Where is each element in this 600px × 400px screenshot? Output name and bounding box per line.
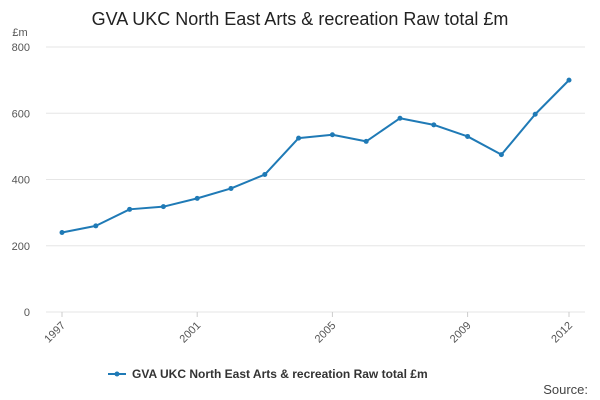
legend-label: GVA UKC North East Arts & recreation Raw… (132, 367, 428, 381)
data-point-2003[interactable] (262, 172, 268, 178)
data-point-2005[interactable] (329, 132, 335, 138)
data-point-2001[interactable] (194, 195, 200, 201)
data-point-2012[interactable] (566, 77, 572, 83)
series-line (61, 79, 570, 234)
legend[interactable]: GVA UKC North East Arts & recreation Raw… (108, 367, 428, 381)
data-point-2010[interactable] (498, 152, 504, 158)
y-tick-label: 200 (12, 241, 30, 253)
series-layer (59, 77, 572, 235)
x-tick-label: 2005 (313, 320, 339, 346)
legend-marker (114, 371, 120, 377)
y-tick-label: 600 (12, 108, 30, 120)
data-point-2000[interactable] (160, 204, 166, 210)
x-tick-label: 2001 (178, 320, 204, 346)
x-tick-label: 2012 (549, 320, 575, 346)
data-point-2006[interactable] (363, 138, 369, 144)
data-point-2002[interactable] (228, 185, 234, 191)
data-point-2009[interactable] (465, 133, 471, 139)
gridlines (46, 46, 585, 313)
data-point-1998[interactable] (93, 223, 99, 229)
chart-title: GVA UKC North East Arts & recreation Raw… (92, 9, 509, 29)
y-tick-label: 400 (12, 175, 30, 187)
data-point-2007[interactable] (397, 115, 403, 121)
data-point-2011[interactable] (532, 111, 538, 117)
y-axis-ticks: 0 200 400 600 800 (12, 42, 30, 319)
data-point-1997[interactable] (59, 230, 65, 235)
data-point-2008[interactable] (431, 122, 437, 128)
x-tick-label: 1997 (42, 320, 68, 346)
y-tick-label: 800 (12, 42, 30, 54)
data-point-2004[interactable] (296, 135, 302, 141)
source-label: Source: (543, 382, 588, 397)
y-tick-label: 0 (24, 307, 30, 319)
x-axis-ticks: 1997 2001 2005 2009 2012 (42, 312, 575, 345)
y-axis-unit-label: £m (12, 27, 27, 39)
x-tick-label: 2009 (448, 320, 474, 346)
data-point-1999[interactable] (127, 206, 133, 212)
